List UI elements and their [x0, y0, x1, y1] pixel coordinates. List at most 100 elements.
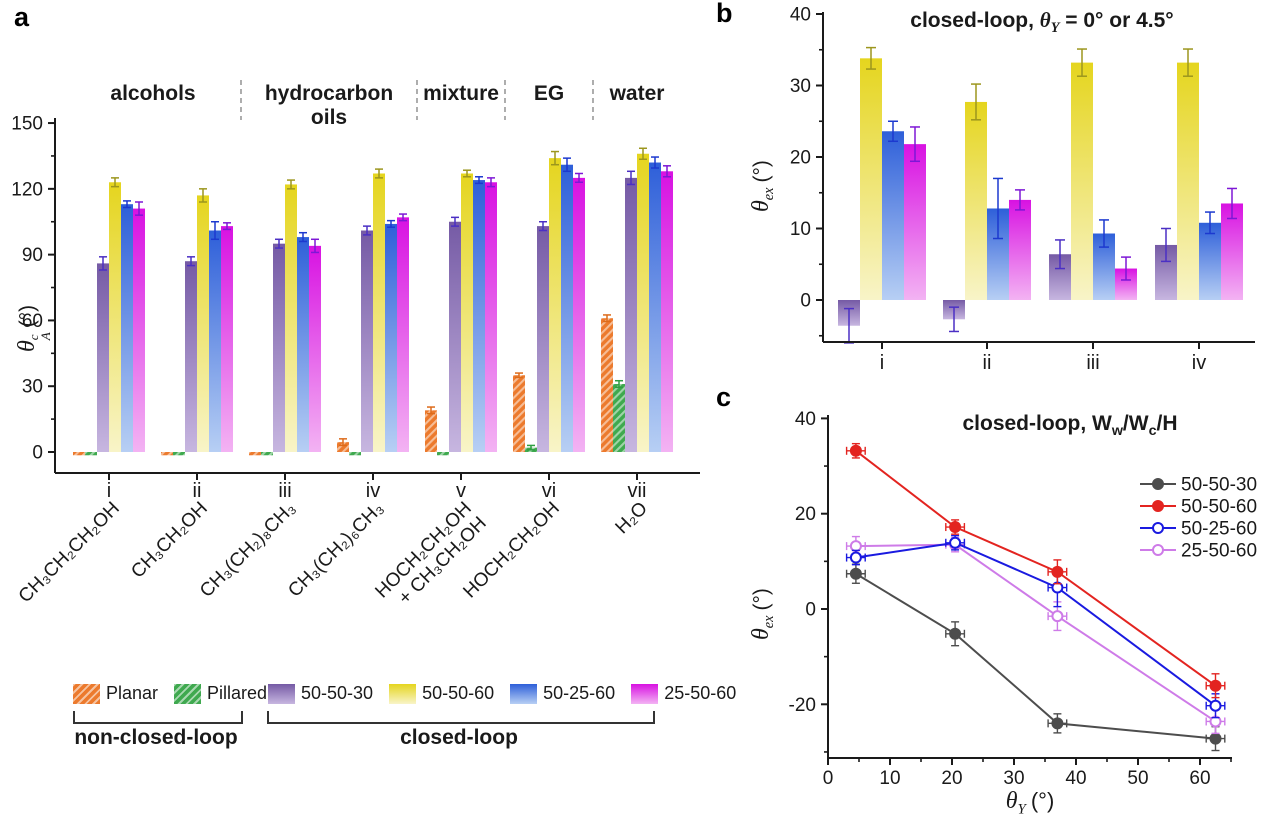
bar-iv-50-50-60	[373, 173, 385, 452]
c-title-text: /H	[1156, 412, 1178, 435]
legend-item-505060: 50-50-60	[389, 683, 494, 704]
tick-label: 0	[823, 768, 834, 789]
tick-label: 0	[32, 443, 43, 464]
b-title-text: = 0° or 4.5°	[1059, 9, 1174, 32]
tick-label: 40	[790, 5, 811, 26]
legend-item-pillared: Pillared	[174, 683, 267, 704]
tick-label: 20	[941, 768, 962, 789]
bar-vi-Planar	[513, 375, 525, 452]
bar-iv-50-25-60	[1199, 222, 1221, 300]
b-title: closed-loop, θY = 0° or 4.5°	[830, 8, 1254, 37]
chem-label-i: CH₃CH₂CH₂OH	[14, 498, 124, 608]
legend-marker	[1152, 500, 1164, 512]
data-point-50-50-30	[949, 627, 962, 640]
theta-subscript: A	[38, 332, 54, 341]
bar-i-25-50-60	[133, 208, 145, 452]
legend-label: 50-25-60	[543, 683, 616, 703]
data-point-50-50-60	[1051, 565, 1064, 578]
legend-label: Pillared	[207, 683, 268, 703]
c-x-axis-label: θY (°)	[930, 788, 1130, 818]
c-title: closed-loop, Ww/Wc/H	[880, 412, 1260, 439]
legend-marker	[1152, 522, 1164, 534]
bar-v-50-50-60	[461, 173, 473, 452]
bar-vi-25-50-60	[573, 177, 585, 452]
data-point-50-50-60	[1209, 679, 1222, 692]
legend-label: 50-50-30	[1181, 475, 1257, 496]
data-point-50-50-30	[1051, 717, 1064, 730]
bar-iii-50-50-60	[285, 184, 297, 453]
tick-label: 30	[22, 377, 43, 398]
a-y-axis-label: θ c A (°)	[14, 305, 53, 352]
data-point-25-50-60	[849, 540, 862, 553]
axis-spine	[822, 12, 1255, 343]
subscript-c: c	[1148, 423, 1157, 440]
subscript-w: w	[1111, 423, 1123, 440]
axis-unit: (°)	[1030, 788, 1055, 813]
tick-label: 20	[790, 148, 811, 169]
bar-v-Pillared	[437, 452, 449, 456]
bar-iv-Planar	[337, 442, 349, 452]
bracket-non-closed-loop	[73, 711, 243, 724]
panel-a-label: a	[14, 2, 30, 32]
bar-i-Planar	[73, 452, 85, 456]
bracket-label-closed-loop: closed-loop	[400, 726, 518, 749]
legend-item-502560: 50-25-60	[510, 683, 615, 704]
legend-label: 50-50-60	[1181, 497, 1257, 518]
tick-label: 40	[795, 409, 816, 430]
bar-iii-Pillared	[261, 452, 273, 456]
chart-c-lines: -20 0 20 40 0 10 20 30 40 50 60 50-50-3050-50-6050-…	[789, 409, 1258, 789]
bar-v-Planar	[425, 410, 437, 452]
bar-i-50-25-60	[882, 131, 904, 300]
tick-label: 120	[11, 179, 43, 200]
legend-item-255060: 25-50-60	[631, 683, 736, 704]
legend-label: Planar	[106, 683, 159, 703]
bar-iv-25-50-60	[397, 217, 409, 452]
legend-swatch	[73, 683, 100, 704]
bar-iv-Pillared	[349, 452, 361, 456]
legend-marker	[1152, 478, 1164, 490]
bar-i-50-50-30	[97, 263, 109, 452]
bar-vii-50-25-60	[649, 162, 661, 453]
legend-marker	[1152, 544, 1164, 556]
category-label: vii	[628, 480, 647, 500]
bracket-closed-loop	[267, 711, 655, 724]
bar-iii-50-50-30	[1049, 254, 1071, 300]
group-header: mixture	[423, 82, 499, 105]
b-title-text: closed-loop,	[910, 9, 1040, 32]
c-y-axis-label: θex (°)	[748, 588, 778, 640]
bar-iv-50-50-60	[1177, 62, 1199, 301]
tick-label: 150	[11, 114, 43, 135]
category-label: i	[880, 352, 884, 374]
bar-ii-50-25-60	[987, 208, 1009, 300]
tick-label: 20	[795, 504, 816, 525]
tick-label: 60	[22, 311, 43, 332]
data-point-50-50-30	[1209, 732, 1222, 745]
bar-ii-50-50-60	[197, 195, 209, 452]
legend-item-505030: 50-50-30	[268, 683, 373, 704]
series-line-50-50-60	[855, 450, 1217, 687]
bar-vii-50-50-60	[637, 153, 649, 452]
tick-label: 40	[1065, 768, 1086, 789]
legend-swatch	[174, 683, 202, 704]
tick-label: 30	[790, 76, 811, 97]
theta-subscript: Y	[1017, 801, 1026, 818]
data-point-50-50-60	[849, 444, 862, 457]
legend-label: 50-50-30	[301, 683, 374, 703]
c-title-text: /W	[1122, 412, 1149, 435]
axis-spine	[54, 118, 700, 474]
tick-label: 90	[22, 245, 43, 266]
data-point-50-50-60	[949, 521, 962, 534]
data-point-50-25-60	[1209, 699, 1222, 712]
bar-i-Pillared	[85, 452, 97, 456]
group-header: alcohols	[110, 82, 195, 105]
group-header: EG	[534, 82, 564, 105]
bar-i-25-50-60	[904, 144, 926, 300]
bar-vi-50-50-30	[537, 226, 549, 452]
c-title-text: closed-loop, W	[962, 412, 1112, 435]
category-label: iv	[1192, 352, 1206, 374]
data-point-25-50-60	[1051, 610, 1064, 623]
legend-label: 50-25-60	[1181, 519, 1257, 540]
tick-label: 0	[805, 600, 816, 621]
